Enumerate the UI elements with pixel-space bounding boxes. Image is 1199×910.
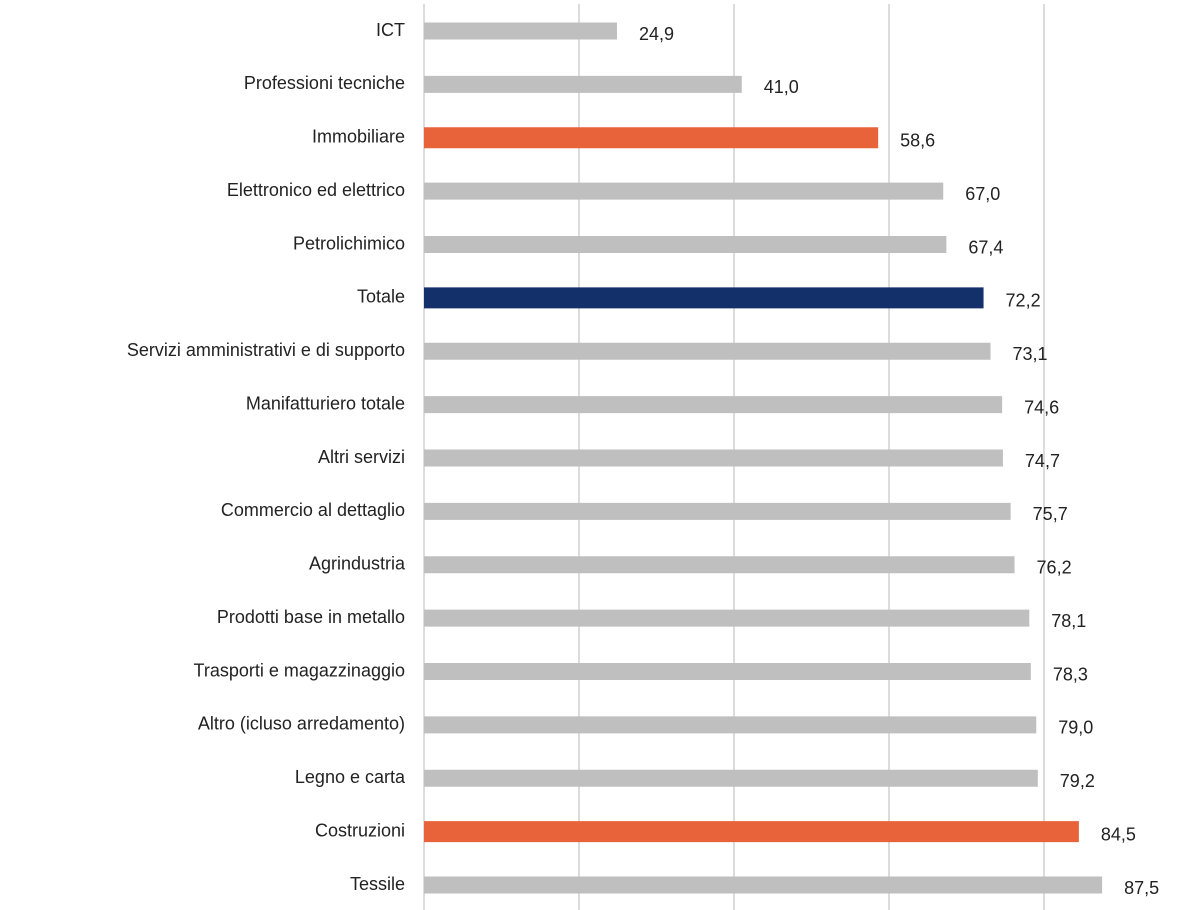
bar — [424, 502, 1011, 520]
category-label: Altri servizi — [318, 447, 405, 467]
value-label: 79,0 — [1058, 718, 1093, 738]
bar — [424, 342, 991, 360]
value-label: 75,7 — [1033, 504, 1068, 524]
value-label: 79,2 — [1060, 771, 1095, 791]
value-label: 84,5 — [1101, 824, 1136, 844]
category-label: Petrolichimico — [293, 233, 405, 253]
category-label: Altro (icluso arredamento) — [198, 714, 405, 734]
category-label: Agrindustria — [309, 554, 406, 574]
category-label: Prodotti base in metallo — [217, 607, 405, 627]
bar — [424, 127, 879, 149]
category-label: Servizi amministrativi e di supporto — [127, 340, 405, 360]
value-label: 58,6 — [900, 131, 935, 151]
bar — [424, 287, 984, 309]
bar — [424, 182, 944, 200]
category-label: Legno e carta — [295, 767, 406, 787]
category-label: Tessile — [350, 874, 405, 894]
category-label: Trasporti e magazzinaggio — [194, 660, 405, 680]
bar — [424, 236, 947, 253]
value-label: 76,2 — [1037, 558, 1072, 578]
value-label: 73,1 — [1013, 344, 1048, 364]
value-label: 78,3 — [1053, 664, 1088, 684]
category-label: Totale — [357, 287, 405, 307]
category-label: Costruzioni — [315, 820, 405, 840]
bar — [424, 663, 1031, 680]
bar — [424, 716, 1037, 734]
bar — [424, 22, 617, 40]
value-label: 74,6 — [1024, 397, 1059, 417]
value-label: 78,1 — [1051, 611, 1086, 631]
category-label: Commercio al dettaglio — [221, 500, 405, 520]
bar — [424, 769, 1038, 787]
category-label: Elettronico ed elettrico — [227, 180, 405, 200]
value-label: 72,2 — [1006, 291, 1041, 311]
value-label: 74,7 — [1025, 451, 1060, 471]
category-label: Professioni tecniche — [244, 73, 405, 93]
value-label: 87,5 — [1124, 878, 1159, 898]
category-label: Immobiliare — [312, 127, 405, 147]
bar — [424, 821, 1079, 843]
category-label: ICT — [376, 20, 405, 40]
bar — [424, 556, 1015, 574]
value-label: 67,4 — [968, 237, 1003, 257]
bar — [424, 75, 742, 93]
value-label: 67,0 — [965, 184, 1000, 204]
bar — [424, 609, 1030, 627]
value-label: 24,9 — [639, 24, 674, 44]
bar — [424, 876, 1103, 894]
category-label: Manifatturiero totale — [246, 393, 405, 413]
bar — [424, 449, 1003, 467]
bar — [424, 396, 1003, 414]
value-label: 41,0 — [764, 77, 799, 97]
